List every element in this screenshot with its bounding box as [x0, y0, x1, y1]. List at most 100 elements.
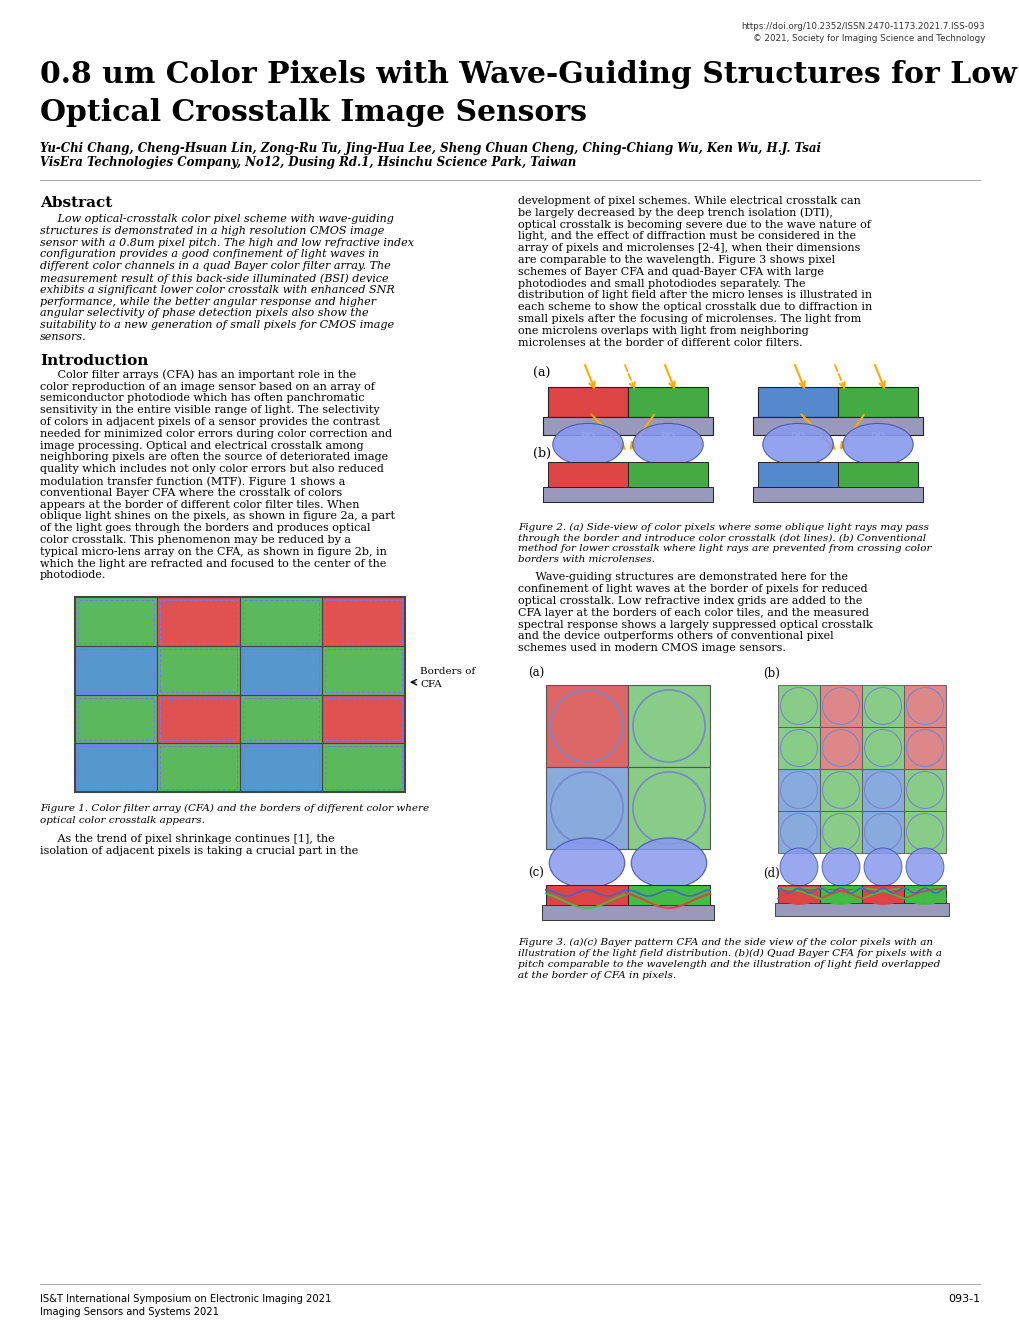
- Text: Yu-Chi Chang, Cheng-Hsuan Lin, Zong-Ru Tu, Jing-Hua Lee, Sheng Chuan Cheng, Chin: Yu-Chi Chang, Cheng-Hsuan Lin, Zong-Ru T…: [40, 143, 820, 154]
- Bar: [545, 767, 628, 849]
- Text: PD: PD: [792, 913, 804, 923]
- Bar: [157, 645, 239, 694]
- Bar: [322, 645, 405, 694]
- Ellipse shape: [631, 838, 706, 888]
- Bar: [77, 649, 154, 692]
- Bar: [77, 698, 154, 741]
- Bar: [903, 810, 945, 853]
- Bar: [547, 387, 628, 417]
- Text: each scheme to show the optical crosstalk due to diffraction in: each scheme to show the optical crosstal…: [518, 302, 871, 313]
- Bar: [777, 884, 819, 903]
- Text: (b): (b): [533, 447, 550, 461]
- Ellipse shape: [821, 847, 859, 886]
- Text: photodiodes and small photodiodes separately. The: photodiodes and small photodiodes separa…: [518, 279, 805, 289]
- Bar: [322, 597, 405, 645]
- Bar: [838, 462, 917, 487]
- Bar: [819, 884, 861, 903]
- Text: color crosstalk. This phenomenon may be reduced by a: color crosstalk. This phenomenon may be …: [40, 535, 351, 545]
- Text: spectral response shows a largely suppressed optical crosstalk: spectral response shows a largely suppre…: [518, 619, 872, 630]
- Text: PD: PD: [580, 433, 595, 442]
- Text: one microlens overlaps with light from neighboring: one microlens overlaps with light from n…: [518, 326, 808, 335]
- Text: quality which includes not only color errors but also reduced: quality which includes not only color er…: [40, 465, 383, 474]
- Text: sensor with a 0.8um pixel pitch. The high and low refractive index: sensor with a 0.8um pixel pitch. The hig…: [40, 238, 414, 248]
- Text: image processing. Optical and electrical crosstalk among: image processing. Optical and electrical…: [40, 441, 363, 450]
- Text: PD: PD: [660, 500, 675, 510]
- Ellipse shape: [905, 847, 943, 886]
- Bar: [757, 387, 838, 417]
- Text: CFA: CFA: [420, 680, 441, 689]
- Text: through the border and introduce color crosstalk (dot lines). (b) Conventional: through the border and introduce color c…: [518, 533, 925, 543]
- Ellipse shape: [549, 838, 624, 888]
- Bar: [322, 743, 405, 792]
- Text: Wave-guiding structures are demonstrated here for the: Wave-guiding structures are demonstrated…: [518, 573, 847, 582]
- Bar: [160, 601, 236, 643]
- Text: conventional Bayer CFA where the crosstalk of colors: conventional Bayer CFA where the crossta…: [40, 488, 342, 498]
- Text: (a): (a): [533, 367, 550, 380]
- Text: PD: PD: [581, 500, 594, 510]
- Bar: [819, 685, 861, 727]
- Text: photodiode.: photodiode.: [40, 570, 106, 581]
- Bar: [77, 601, 154, 643]
- Bar: [903, 884, 945, 903]
- Bar: [75, 597, 157, 645]
- Bar: [547, 462, 628, 487]
- Bar: [160, 649, 236, 692]
- Text: schemes of Bayer CFA and quad-Bayer CFA with large: schemes of Bayer CFA and quad-Bayer CFA …: [518, 267, 823, 277]
- Text: 0.8 um Color Pixels with Wave-Guiding Structures for Low: 0.8 um Color Pixels with Wave-Guiding St…: [40, 59, 1016, 88]
- Text: PD: PD: [876, 913, 889, 923]
- Text: (a): (a): [528, 667, 544, 680]
- Text: exhibits a significant lower color crosstalk with enhanced SNR: exhibits a significant lower color cross…: [40, 285, 394, 294]
- Text: Borders of: Borders of: [420, 667, 475, 676]
- Bar: [325, 649, 401, 692]
- Bar: [903, 727, 945, 770]
- Text: PD: PD: [870, 500, 884, 510]
- Text: (b): (b): [762, 667, 780, 680]
- Bar: [861, 810, 903, 853]
- Text: PD: PD: [869, 433, 884, 442]
- Text: development of pixel schemes. While electrical crosstalk can: development of pixel schemes. While elec…: [518, 195, 860, 206]
- Bar: [777, 685, 819, 727]
- Text: 093-1: 093-1: [947, 1294, 979, 1304]
- Text: Figure 3. (a)(c) Bayer pattern CFA and the side view of the color pixels with an: Figure 3. (a)(c) Bayer pattern CFA and t…: [518, 939, 932, 948]
- Text: CFA layer at the borders of each color tiles, and the measured: CFA layer at the borders of each color t…: [518, 607, 868, 618]
- Text: different color channels in a quad Bayer color filter array. The: different color channels in a quad Bayer…: [40, 261, 390, 271]
- Bar: [545, 685, 628, 767]
- Bar: [752, 487, 922, 503]
- Bar: [77, 746, 154, 789]
- Bar: [819, 810, 861, 853]
- Text: Imaging Sensors and Systems 2021: Imaging Sensors and Systems 2021: [40, 1307, 219, 1317]
- Text: As the trend of pixel shrinkage continues [1], the: As the trend of pixel shrinkage continue…: [40, 834, 334, 845]
- Text: modulation transfer function (MTF). Figure 1 shows a: modulation transfer function (MTF). Figu…: [40, 477, 345, 487]
- Text: illustration of the light field distribution. (b)(d) Quad Bayer CFA for pixels w: illustration of the light field distribu…: [518, 949, 942, 958]
- Bar: [325, 601, 401, 643]
- Ellipse shape: [863, 847, 901, 886]
- Bar: [903, 685, 945, 727]
- Text: PD: PD: [659, 433, 675, 442]
- Bar: [75, 645, 157, 694]
- Ellipse shape: [762, 424, 833, 466]
- Bar: [243, 698, 319, 741]
- Text: optical color crosstalk appears.: optical color crosstalk appears.: [40, 816, 205, 825]
- Bar: [628, 884, 709, 906]
- Text: at the border of CFA in pixels.: at the border of CFA in pixels.: [518, 972, 676, 979]
- Text: performance, while the better angular response and higher: performance, while the better angular re…: [40, 297, 376, 306]
- Bar: [777, 770, 819, 810]
- Ellipse shape: [552, 424, 623, 466]
- Bar: [752, 417, 922, 436]
- Text: PD: PD: [790, 500, 804, 510]
- Bar: [239, 694, 322, 743]
- Text: be largely decreased by the deep trench isolation (DTI),: be largely decreased by the deep trench …: [518, 207, 833, 218]
- Bar: [325, 746, 401, 789]
- Bar: [861, 770, 903, 810]
- Text: color reproduction of an image sensor based on an array of: color reproduction of an image sensor ba…: [40, 381, 375, 392]
- Text: array of pixels and microlenses [2-4], when their dimensions: array of pixels and microlenses [2-4], w…: [518, 243, 860, 253]
- Text: measurement result of this back-side illuminated (BSI) device: measurement result of this back-side ill…: [40, 273, 388, 284]
- Text: distribution of light field after the micro lenses is illustrated in: distribution of light field after the mi…: [518, 290, 871, 301]
- Text: optical crosstalk. Low refractive index grids are added to the: optical crosstalk. Low refractive index …: [518, 597, 861, 606]
- Text: which the light are refracted and focused to the center of the: which the light are refracted and focuse…: [40, 558, 386, 569]
- Bar: [243, 649, 319, 692]
- Text: IS&T International Symposium on Electronic Imaging 2021: IS&T International Symposium on Electron…: [40, 1294, 331, 1304]
- Text: PD: PD: [918, 913, 930, 923]
- Text: light, and the effect of diffraction must be considered in the: light, and the effect of diffraction mus…: [518, 231, 855, 242]
- Bar: [239, 597, 322, 645]
